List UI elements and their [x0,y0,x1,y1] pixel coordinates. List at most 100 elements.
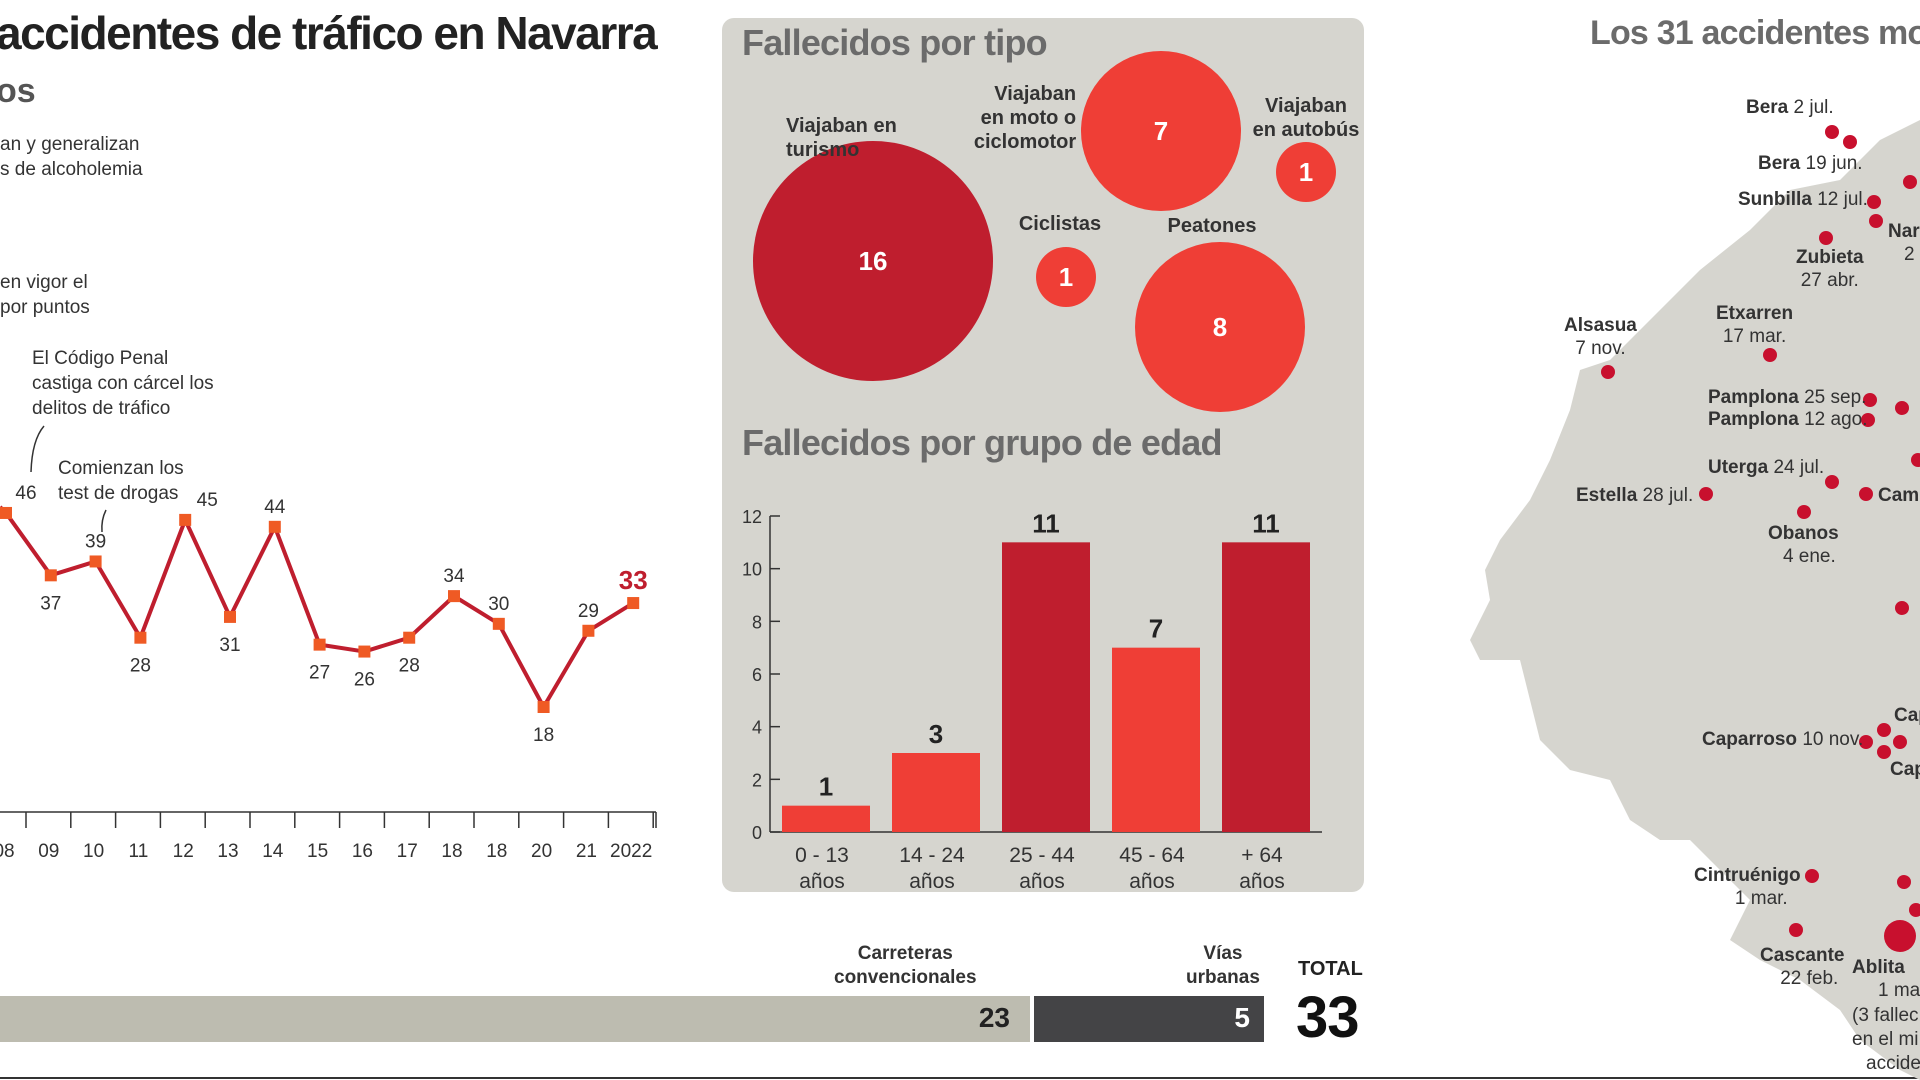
bar [782,805,870,832]
map-label: Alsasua 7 nov. [1564,315,1637,359]
page-title: accidentes de tráfico en Navarra [0,7,658,59]
line-chart: 08 09 10 11 12 13 14 15 16 17 18 18 20 21 2022 46 37 39 28… [0,425,657,862]
bubble-peatones-label: Peatones [1168,214,1257,238]
bar [1002,542,1090,832]
data-point [492,617,505,630]
data-label: 31 [219,635,240,656]
map-label: Zubieta 27 abr. [1796,247,1864,291]
data-label: 27 [309,663,330,684]
map-dot [1825,125,1839,139]
annotation-line: delitos de tráfico [32,398,171,419]
road-label-line: Vías [1203,943,1243,964]
bar-value-label: 7 [1149,614,1163,644]
bubble-label-line: Ciclistas [1018,213,1102,235]
bar [892,753,980,832]
bar-value-label: 11 [1032,508,1060,538]
map-dot [1797,505,1811,519]
map-dot [1897,875,1911,889]
data-point [358,645,371,658]
y-tick-label: 2 [752,770,762,790]
data-label: 44 [264,497,286,518]
x-tick-label: 20 [531,841,552,862]
conventional-roads-label: Carreteras convencionales [834,942,977,990]
by-age-title: Fallecidos por grupo de edad [742,422,1222,463]
annotation-drug-tests: Comienzan los test de drogas [58,456,184,506]
map-label: Sunbilla 12 jul. [1738,189,1868,210]
annotation-line: s de alcoholemia [0,159,143,180]
map-label: Obanos 4 ene. [1768,523,1839,567]
map-label: accide [1866,1053,1920,1074]
bar [1112,647,1200,832]
x-tick-label: 10 [83,841,104,862]
y-tick-label: 0 [752,823,762,843]
bubble-label-line: en moto o [980,107,1077,129]
map-dot [1869,214,1883,228]
road-label-line: convencionales [834,967,977,988]
map-label: Cam [1878,485,1920,506]
category-label: años [909,870,955,892]
annotation-penal-code: El Código Penal castiga con cárcel los d… [32,346,214,421]
annotation-line: test de drogas [58,483,179,504]
bubble-label-line: turismo [786,139,860,161]
y-tick-label: 8 [752,612,762,632]
map-dot [1877,723,1891,737]
data-point [179,513,192,526]
map-dot [1895,401,1909,415]
map-label: Estella 28 jul. [1576,485,1694,506]
data-label: 29 [578,601,599,622]
bubble-moto-label: Viajaban en moto o ciclomotor [974,82,1076,154]
bubble-turismo-label: Viajaban en turismo [786,114,897,162]
bubble-label-line: Peatones [1167,215,1257,237]
x-tick-label: 17 [397,841,418,862]
data-label: 18 [533,725,554,746]
road-label-line: urbanas [1186,967,1260,988]
x-tick-label: 2022 [610,841,652,862]
data-label: 33 [619,565,648,595]
annotation-leader [101,509,107,533]
map-dot [1909,903,1920,917]
map-dot [1699,487,1713,501]
y-tick-label: 10 [742,560,762,580]
x-tick-label: 14 [262,841,284,862]
bubble-ciclistas-value: 1 [1059,262,1073,292]
annotation-alcohol: an y generalizan s de alcoholemia [0,132,143,182]
data-point [313,638,326,651]
bubble-moto [1081,51,1241,211]
bubble-label-line: Viajaban [1265,95,1347,117]
bubble-chart: 16 7 1 1 8 [753,51,1336,412]
data-point [627,597,640,610]
category-label: 25 - 44 [1009,844,1075,867]
map-label: Pamplona 12 ago. [1708,409,1868,430]
bubble-moto-value: 7 [1154,116,1168,146]
map-label: Bera 2 jul. [1746,97,1834,118]
map-dot [1863,393,1877,407]
map-dot [1843,135,1857,149]
category-label: 0 - 13 [795,844,849,867]
map-dot [1861,413,1875,427]
age-bar-chart: 0 2 4 6 8 10 12 1 0 - 13 años 3 14 - 24 años 11 25 - 4… [742,507,1322,892]
data-label: 30 [488,594,509,615]
bubble-peatones [1135,242,1305,412]
bubble-label-line: en autobús [1252,119,1360,141]
map-label: Cascante 22 feb. [1760,945,1845,989]
category-label: años [799,870,845,892]
data-point [403,631,416,644]
x-tick-label: 16 [352,841,373,862]
map-dot [1903,175,1917,189]
map-dot [1805,869,1819,883]
by-type-title: Fallecidos por tipo [742,22,1048,63]
data-point [448,590,460,603]
map-dot [1895,601,1909,615]
bubble-label-line: ciclomotor [973,131,1077,153]
x-tick-label: 18 [486,841,507,862]
y-tick-label: 12 [742,507,762,527]
annotation-line: por puntos [0,297,90,318]
bubble-autobus [1276,142,1336,202]
conventional-roads-bar [0,996,1030,1042]
map-label: Pamplona 25 sep. [1708,387,1867,408]
x-tick-label: 13 [217,841,238,862]
urban-roads-value: 5 [1234,1002,1250,1033]
bar-value-label: 11 [1252,508,1280,538]
data-point [0,506,12,519]
